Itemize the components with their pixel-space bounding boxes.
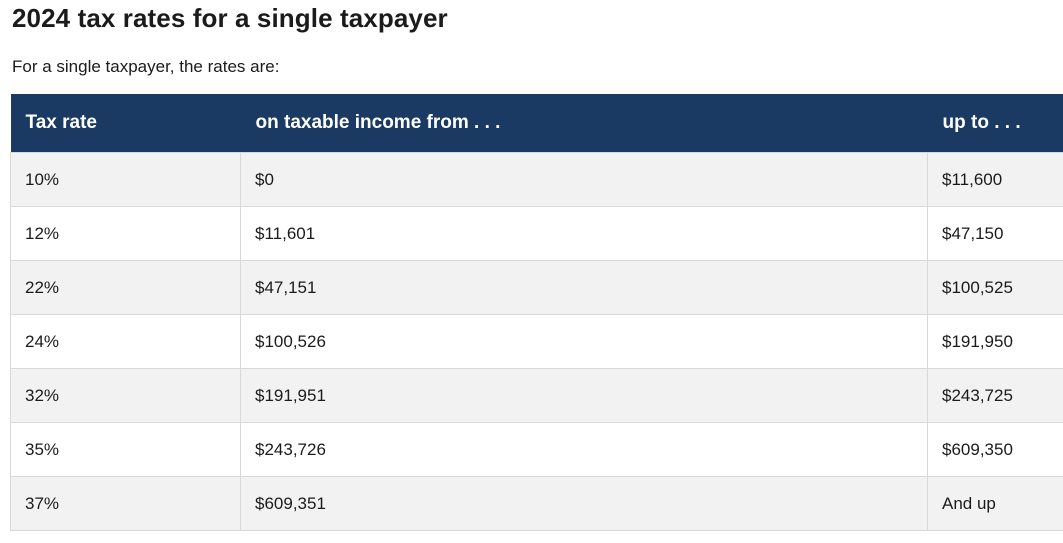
cell-up-to: $100,525 <box>927 260 1063 315</box>
cell-tax-rate: 24% <box>10 314 241 369</box>
cell-income-from: $47,151 <box>240 260 928 315</box>
cell-tax-rate: 35% <box>10 422 241 477</box>
cell-income-from: $11,601 <box>240 206 928 261</box>
page-title: 2024 tax rates for a single taxpayer <box>12 3 448 33</box>
cell-up-to: $609,350 <box>927 422 1063 477</box>
cell-up-to: $47,150 <box>927 206 1063 261</box>
cell-tax-rate: 10% <box>10 152 241 207</box>
table-row: 24% $100,526 $191,950 <box>10 314 1063 369</box>
col-header-income-from: on taxable income from . . . <box>240 94 928 153</box>
cell-income-from: $243,726 <box>240 422 928 477</box>
table-row: 32% $191,951 $243,725 <box>10 368 1063 423</box>
cell-income-from: $191,951 <box>240 368 928 423</box>
col-header-up-to: up to . . . <box>927 94 1063 153</box>
tax-table-wrapper: Tax rate on taxable income from . . . up… <box>10 94 1063 531</box>
article-section: 2024 tax rates for a single taxpayer For… <box>0 2 1063 531</box>
table-row: 22% $47,151 $100,525 <box>10 260 1063 315</box>
col-header-tax-rate: Tax rate <box>10 94 241 153</box>
cell-income-from: $100,526 <box>240 314 928 369</box>
table-row: 10% $0 $11,600 <box>10 152 1063 207</box>
cell-tax-rate: 12% <box>10 206 241 261</box>
cell-income-from: $609,351 <box>240 476 928 531</box>
cell-up-to: $191,950 <box>927 314 1063 369</box>
table-row: 35% $243,726 $609,350 <box>10 422 1063 477</box>
table-header-row: Tax rate on taxable income from . . . up… <box>10 94 1063 153</box>
cell-up-to: $243,725 <box>927 368 1063 423</box>
cell-tax-rate: 22% <box>10 260 241 315</box>
cell-tax-rate: 32% <box>10 368 241 423</box>
tax-rate-table: Tax rate on taxable income from . . . up… <box>10 94 1063 531</box>
cell-tax-rate: 37% <box>10 476 241 531</box>
cell-income-from: $0 <box>240 152 928 207</box>
cell-up-to: $11,600 <box>927 152 1063 207</box>
intro-text: For a single taxpayer, the rates are: <box>12 57 280 76</box>
table-row: 37% $609,351 And up <box>10 476 1063 531</box>
table-row: 12% $11,601 $47,150 <box>10 206 1063 261</box>
cell-up-to: And up <box>927 476 1063 531</box>
